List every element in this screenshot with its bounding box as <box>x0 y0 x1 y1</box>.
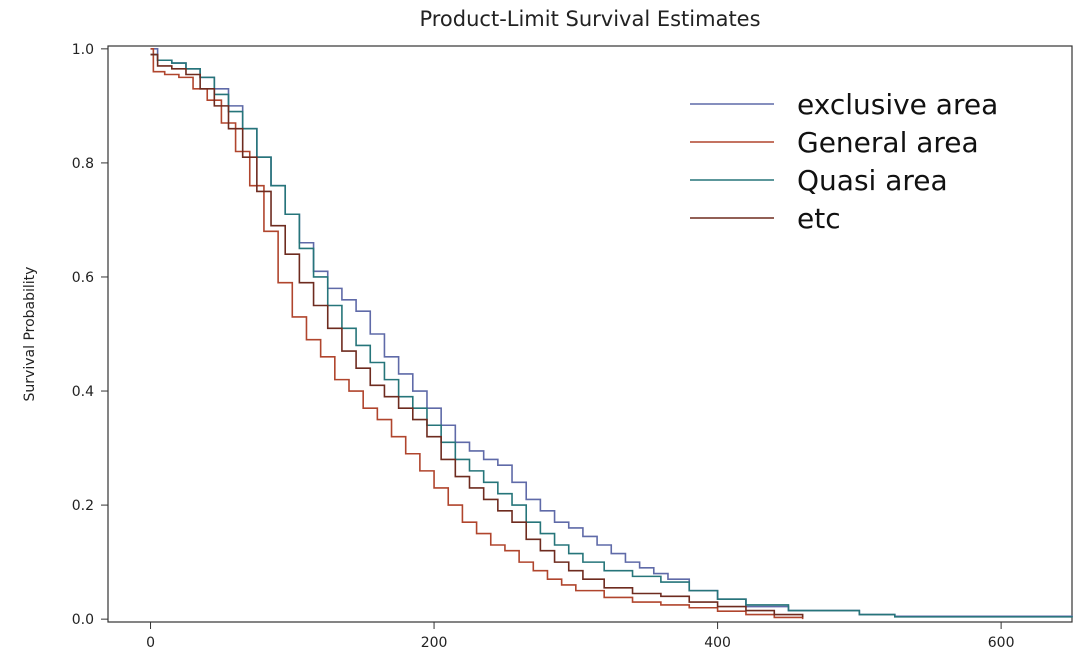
legend-label: Quasi area <box>797 164 948 197</box>
chart-title: Product-Limit Survival Estimates <box>419 7 760 31</box>
x-tick-label: 200 <box>421 635 448 651</box>
series-line-1 <box>150 48 804 620</box>
plot-area <box>150 48 1073 620</box>
x-tick-label: 600 <box>988 635 1015 651</box>
legend-label: exclusive area <box>797 88 998 121</box>
y-axis-title: Survival Probability <box>22 267 38 402</box>
legend: exclusive area General area Quasi area etc <box>690 88 998 235</box>
y-tick-label: 1.0 <box>72 42 94 58</box>
series-line-2 <box>150 53 1073 618</box>
y-tick-label: 0.2 <box>72 498 94 514</box>
series-line-3 <box>150 53 804 618</box>
x-tick-label: 0 <box>146 635 155 651</box>
legend-label: etc <box>797 202 841 235</box>
y-tick-label: 0.0 <box>72 612 94 628</box>
x-tick-label: 400 <box>704 635 731 651</box>
y-tick-label: 0.8 <box>72 156 94 172</box>
plot-frame <box>107 45 1073 623</box>
y-tick-label: 0.4 <box>72 384 94 400</box>
axes-group: 0 200 400 600 0.0 0.2 0.4 0.6 0.8 1.0 <box>72 42 1015 651</box>
legend-label: General area <box>797 126 979 159</box>
y-tick-label: 0.6 <box>72 270 94 286</box>
